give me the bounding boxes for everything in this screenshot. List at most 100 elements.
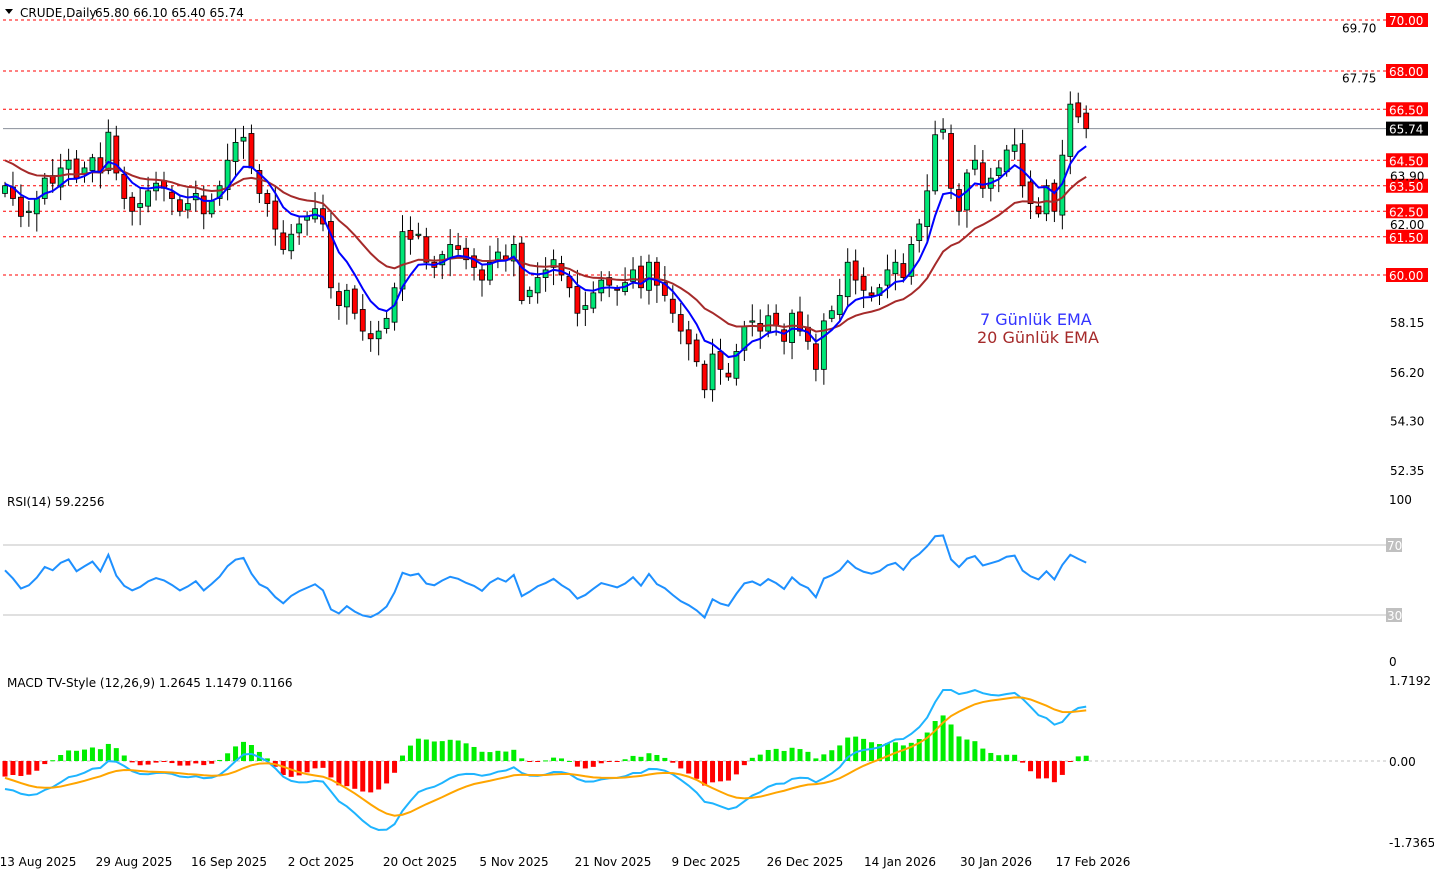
bear-candle: [693, 339, 700, 363]
bear-candle: [455, 245, 462, 250]
macd-histogram-bar: [431, 741, 437, 761]
macd-histogram-bar: [543, 760, 549, 762]
bull-candle: [932, 134, 939, 192]
bear-candle: [1083, 112, 1090, 130]
bull-candle: [89, 157, 96, 171]
rsi-line: [4, 534, 1087, 620]
macd-histogram-bar: [694, 761, 700, 779]
bear-candle: [518, 242, 525, 301]
bear-candle: [701, 363, 708, 391]
macd-histogram-bar: [837, 745, 843, 761]
bull-candle: [924, 190, 931, 227]
bull-candle: [510, 243, 517, 262]
macd-histogram-bar: [718, 761, 723, 782]
bear-candle: [272, 200, 279, 230]
macd-histogram-bar: [2, 761, 8, 777]
legend-ema7: 7 Günlük EMA: [980, 310, 1092, 329]
bear-candle: [773, 312, 780, 327]
bull-candle: [526, 289, 533, 298]
macd-histogram-bar: [376, 761, 382, 790]
bear-candle: [280, 232, 287, 250]
date-label: 20 Oct 2025: [383, 855, 457, 869]
macd-histogram-bar: [320, 761, 326, 768]
macd-histogram-bar: [169, 761, 175, 764]
bear-candle: [638, 265, 644, 289]
bear-candle: [900, 263, 907, 278]
bear-candle: [979, 162, 986, 189]
bear-candle: [860, 275, 867, 291]
macd-histogram-bar: [1059, 761, 1065, 775]
macd-histogram-bar: [423, 739, 429, 761]
macd-histogram-bar: [1028, 761, 1034, 772]
bear-candle: [367, 333, 374, 340]
macd-histogram-bar: [741, 761, 747, 766]
candles: [2, 91, 1090, 402]
macd-histogram-bar: [145, 761, 151, 765]
level-tag-label: 66.50: [1389, 103, 1423, 117]
macd-histogram-bar: [908, 742, 914, 761]
macd-histogram-bar: [598, 761, 604, 764]
macd-histogram-bar: [622, 759, 628, 761]
macd-histogram-bar: [161, 761, 167, 762]
macd-histogram-bar: [217, 759, 223, 761]
bear-candle: [200, 195, 207, 215]
level-tag-label: 68.00: [1389, 65, 1423, 79]
date-label: 17 Feb 2026: [1056, 855, 1131, 869]
macd-signal-line: [4, 696, 1087, 817]
bear-candle: [677, 314, 684, 332]
macd-histogram-bar: [82, 749, 87, 761]
bear-candle: [558, 263, 565, 276]
price-axis-label: 69.70: [1342, 22, 1376, 36]
level-tag: [1386, 268, 1428, 282]
macd-histogram-bar: [749, 757, 755, 761]
collapse-triangle-icon[interactable]: [5, 9, 13, 14]
level-tag: [1386, 13, 1428, 27]
macd-histogram-bar: [225, 753, 231, 761]
macd-histogram-bar: [1004, 754, 1010, 761]
macd-histogram-bar: [463, 743, 469, 761]
macd-histogram-bar: [662, 757, 668, 761]
macd-histogram-bar: [1036, 761, 1041, 779]
bull-candle: [828, 310, 835, 319]
bear-candle: [813, 343, 819, 370]
level-tag-label: 64.50: [1389, 154, 1423, 168]
macd-histogram-bar: [1075, 756, 1081, 761]
ema-lines: [4, 145, 1087, 359]
macd-histogram-bar: [384, 761, 390, 784]
macd-histogram-bar: [781, 750, 787, 761]
macd-histogram-bar: [940, 715, 946, 761]
bull-candle: [765, 315, 772, 332]
macd-histogram-bar: [280, 761, 286, 776]
bull-candle: [916, 223, 923, 241]
macd-histogram-bar: [980, 748, 986, 761]
macd-histogram-bar: [884, 743, 890, 761]
macd-histogram-bar: [956, 736, 962, 761]
bear-candle: [169, 191, 175, 199]
bull-candle: [296, 223, 303, 234]
bear-candle: [956, 189, 962, 212]
macd-histogram-bar: [74, 750, 80, 761]
bull-candle: [550, 259, 557, 268]
macd-histogram-bar: [34, 761, 40, 771]
bull-candle: [844, 261, 851, 298]
macd-histogram-bar: [66, 750, 72, 761]
bear-candle: [248, 133, 255, 169]
macd-line: [4, 688, 1087, 831]
bull-candle: [820, 320, 827, 370]
date-label: 21 Nov 2025: [575, 855, 652, 869]
macd-histogram-bar: [89, 747, 95, 761]
bull-candle: [447, 243, 454, 259]
bear-candle: [1051, 182, 1058, 212]
macd-histogram-bar: [479, 751, 485, 761]
macd-histogram-bar: [264, 758, 270, 761]
bear-candle: [335, 291, 342, 307]
price-axis-label: 56.20: [1390, 366, 1424, 380]
macd-histogram-bar: [447, 739, 453, 761]
bull-candle: [2, 185, 8, 194]
macd-histogram-bar: [646, 753, 652, 761]
macd-histogram-bar: [710, 761, 716, 783]
bear-candle: [1075, 102, 1082, 118]
bull-candle: [288, 233, 295, 252]
bull-candle: [1067, 103, 1074, 157]
